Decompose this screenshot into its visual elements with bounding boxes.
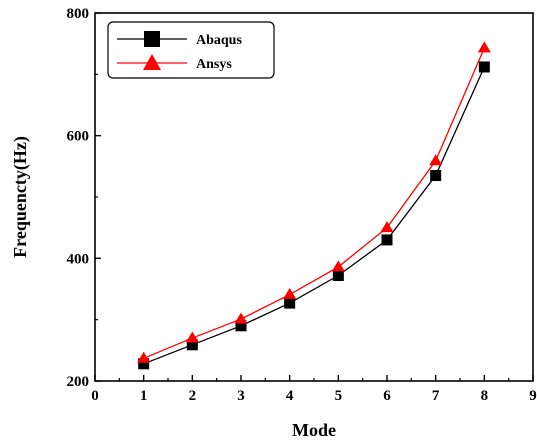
series-line-abaqus — [143, 66, 485, 365]
data-point-abaqus — [138, 358, 150, 370]
y-tick-label: 600 — [67, 129, 90, 145]
data-point-ansys — [331, 260, 345, 272]
data-point-ansys — [283, 287, 297, 299]
data-point-abaqus — [235, 320, 247, 332]
x-tick-label: 1 — [140, 388, 148, 404]
data-point-abaqus — [284, 297, 296, 309]
data-point-ansys — [380, 221, 394, 233]
x-tick-label: 5 — [335, 388, 343, 404]
x-tick-label: 0 — [91, 388, 99, 404]
x-axis: 0 1 2 3 4 5 6 7 8 9 — [91, 375, 537, 404]
x-axis-title: Mode — [292, 420, 336, 440]
y-tick-label: 800 — [67, 6, 90, 22]
x-tick-label: 2 — [189, 388, 197, 404]
series-line-ansys — [143, 47, 485, 359]
data-point-abaqus — [430, 170, 442, 182]
x-tick-label: 8 — [481, 388, 489, 404]
x-tick-label: 9 — [529, 388, 537, 404]
y-axis: 200 400 600 800 — [67, 6, 101, 390]
x-tick-label: 4 — [286, 388, 294, 404]
series-layer — [137, 41, 491, 370]
data-point-ansys — [137, 351, 151, 363]
data-point-abaqus — [478, 61, 490, 73]
legend-box — [107, 21, 275, 79]
x-tick-label: 3 — [237, 388, 245, 404]
x-tick-label: 7 — [432, 388, 440, 404]
data-point-abaqus — [186, 339, 198, 351]
y-tick-label: 400 — [67, 251, 90, 267]
data-point-ansys — [429, 154, 443, 166]
legend-marker-ansys — [143, 54, 161, 70]
data-point-abaqus — [332, 270, 344, 282]
y-axis-title: Frequencty(Hz) — [10, 136, 31, 258]
legend: Abaqus Ansys — [107, 21, 275, 79]
y-tick-label: 200 — [67, 374, 90, 390]
data-point-ansys — [234, 312, 248, 324]
legend-marker-abaqus — [144, 31, 160, 47]
data-point-abaqus — [381, 234, 393, 246]
legend-label-abaqus: Abaqus — [196, 33, 242, 48]
x-tick-label: 6 — [383, 388, 391, 404]
data-point-ansys — [477, 41, 491, 53]
data-point-ansys — [185, 331, 199, 343]
legend-label-ansys: Ansys — [196, 57, 232, 72]
